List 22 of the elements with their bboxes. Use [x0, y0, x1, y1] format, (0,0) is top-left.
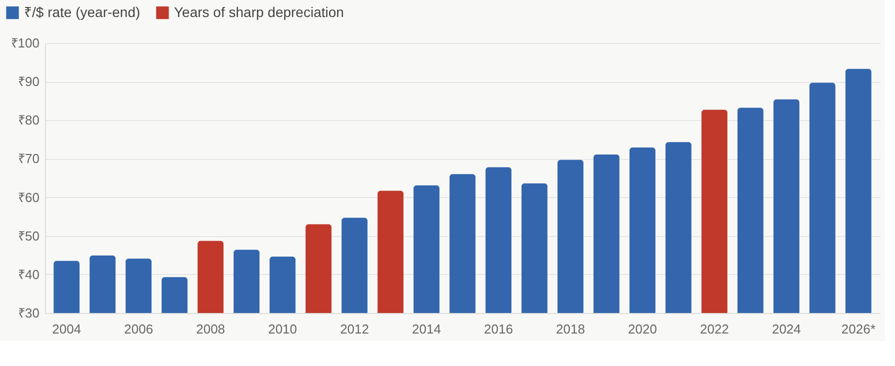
x-tick-label: 2014	[412, 322, 441, 336]
y-tick-label: ₹50	[18, 228, 40, 244]
y-tick-label: ₹100	[10, 36, 40, 50]
y-tick-label: ₹90	[18, 74, 40, 90]
y-tick-label: ₹40	[18, 266, 40, 282]
x-tick-label: 2016	[484, 322, 513, 336]
x-tick-label: 2010	[268, 322, 298, 336]
y-tick-label: ₹30	[18, 306, 40, 320]
x-tick-label: 2012	[340, 322, 369, 336]
x-tick-label: 2020	[628, 322, 657, 336]
x-tick-label: 2018	[556, 322, 585, 336]
x-tick-label: 2008	[196, 322, 226, 336]
x-tick-label: 2022	[700, 322, 729, 336]
y-tick-label: ₹70	[18, 151, 40, 166]
x-tick-label: 2004	[52, 322, 82, 336]
x-tick-label: 2024	[772, 322, 801, 336]
legend-label: ₹/$ rate (year-end)	[24, 4, 140, 20]
y-tick-label: ₹80	[18, 112, 40, 128]
legend-label: Years of sharp depreciation	[174, 4, 344, 20]
x-tick-label: 2026*	[841, 322, 876, 336]
x-tick-label: 2006	[124, 322, 154, 336]
y-tick-label: ₹60	[18, 190, 40, 205]
